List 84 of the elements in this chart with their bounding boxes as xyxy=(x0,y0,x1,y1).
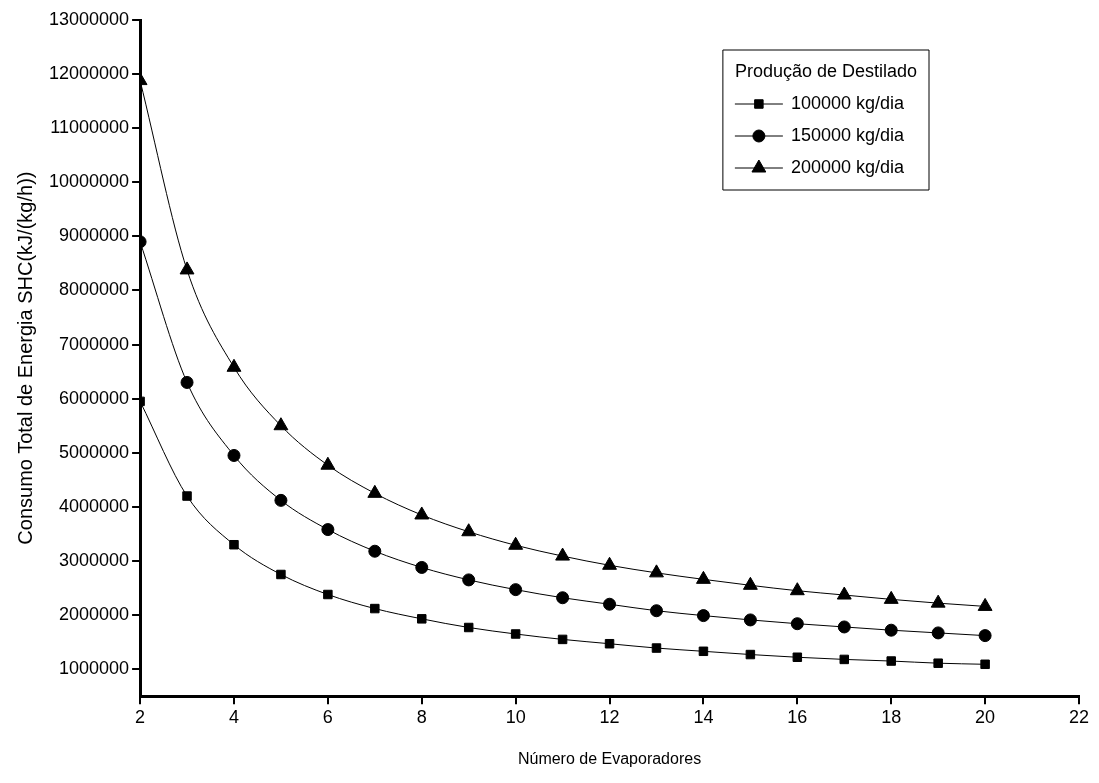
point xyxy=(226,358,242,372)
point xyxy=(179,261,195,275)
legend-title: Produção de Destilado xyxy=(734,60,918,81)
point xyxy=(743,613,757,627)
point xyxy=(323,589,333,600)
point xyxy=(649,564,664,578)
point xyxy=(461,523,477,537)
point xyxy=(980,659,990,670)
x-tick-label: 14 xyxy=(693,706,714,727)
point xyxy=(603,597,617,611)
y-axis-title: Consumo Total de Energia SHC(kJ/(kg/h)) xyxy=(13,171,36,545)
point xyxy=(463,622,474,633)
point xyxy=(604,638,615,649)
point xyxy=(602,556,617,570)
point xyxy=(274,493,288,507)
point xyxy=(696,570,711,584)
point xyxy=(651,643,662,653)
point xyxy=(649,604,663,618)
x-axis-title: Número de Evaporadores xyxy=(517,749,702,767)
point xyxy=(510,629,521,639)
x-tick-label: 8 xyxy=(416,706,427,727)
x-tick-label: 12 xyxy=(599,706,620,727)
legend-label: 100000 kg/dia xyxy=(790,92,905,113)
x-tick-label: 2 xyxy=(135,706,146,727)
point xyxy=(227,448,241,462)
point xyxy=(696,609,710,623)
y-tick-label: 3000000 xyxy=(59,549,130,570)
point xyxy=(415,560,429,574)
y-tick-label: 5000000 xyxy=(59,441,130,462)
point xyxy=(839,654,850,665)
y-tick-label: 6000000 xyxy=(59,387,130,408)
x-tick-label: 4 xyxy=(228,706,239,727)
point xyxy=(931,626,945,640)
point xyxy=(414,506,430,520)
point xyxy=(367,484,383,498)
point xyxy=(417,614,427,624)
point xyxy=(837,620,851,634)
point xyxy=(792,652,803,662)
point xyxy=(321,523,335,537)
point xyxy=(368,544,382,558)
point xyxy=(508,536,524,550)
point xyxy=(836,586,852,600)
point xyxy=(509,583,523,597)
x-tick-label: 10 xyxy=(505,706,526,727)
x-tick-label: 20 xyxy=(975,706,996,727)
point xyxy=(557,634,568,645)
y-tick-label: 1000000 xyxy=(59,658,130,679)
point xyxy=(977,597,993,611)
point xyxy=(745,649,756,660)
point xyxy=(556,591,570,605)
point xyxy=(555,547,571,561)
point xyxy=(180,375,194,389)
x-tick-label: 22 xyxy=(1068,706,1090,727)
point xyxy=(370,603,380,614)
point xyxy=(276,569,286,580)
point xyxy=(884,623,898,637)
point xyxy=(789,582,805,596)
y-tick-label: 7000000 xyxy=(59,333,130,354)
point xyxy=(933,658,943,668)
y-tick-label: 4000000 xyxy=(59,495,130,516)
x-tick-label: 6 xyxy=(322,706,333,727)
x-tick-label: 18 xyxy=(881,706,902,727)
point xyxy=(462,573,476,587)
x-tick-label: 16 xyxy=(787,706,808,727)
y-tick-label: 9000000 xyxy=(59,225,130,246)
y-tick-label: 13000000 xyxy=(48,8,130,29)
point xyxy=(273,417,289,431)
point xyxy=(320,456,336,470)
y-tick-label: 12000000 xyxy=(48,63,130,84)
point xyxy=(182,491,192,501)
point xyxy=(790,617,804,631)
point xyxy=(930,594,946,608)
point xyxy=(698,646,709,657)
y-tick-label: 2000000 xyxy=(59,604,130,625)
point xyxy=(742,576,758,590)
point xyxy=(886,656,896,666)
legend-label: 200000 kg/dia xyxy=(790,156,905,177)
point xyxy=(229,539,239,550)
y-tick-label: 11000000 xyxy=(50,117,130,138)
y-tick-label: 10000000 xyxy=(48,171,130,192)
point xyxy=(978,629,992,643)
legend-label: 150000 kg/dia xyxy=(790,124,905,145)
y-tick-label: 8000000 xyxy=(59,279,130,300)
point xyxy=(883,590,899,604)
